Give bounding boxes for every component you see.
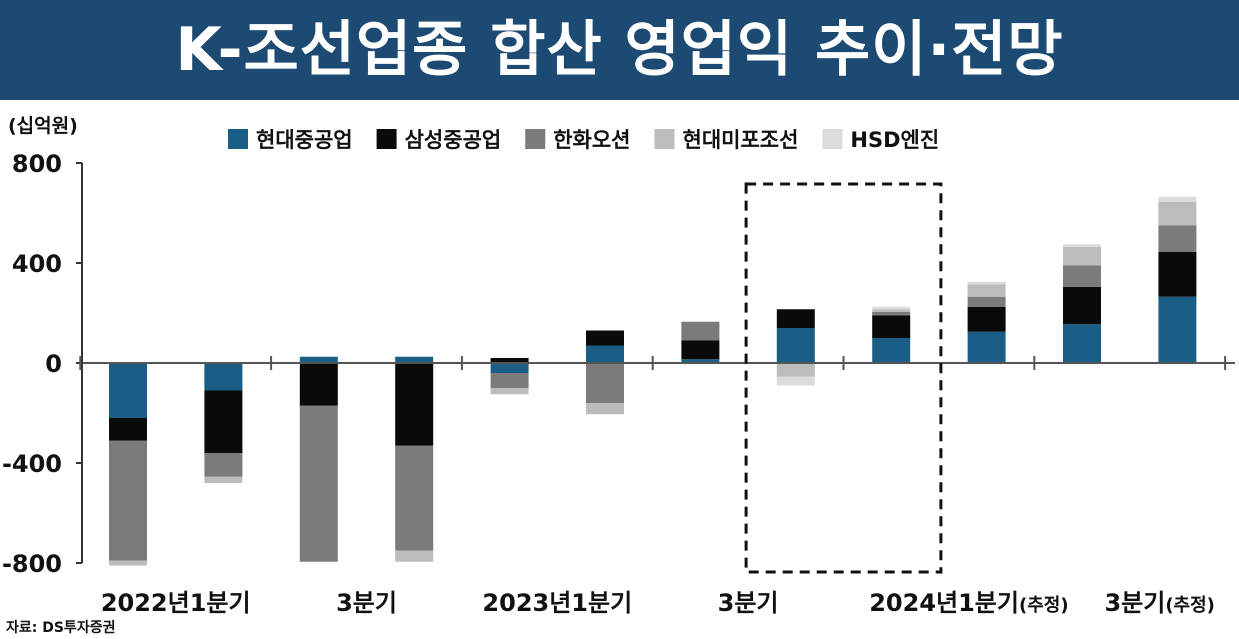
- bar-segment: [299, 363, 338, 406]
- bar-segment: [776, 376, 815, 386]
- bar-segment: [109, 418, 147, 441]
- x-tick-label: 2024년1분기(추정): [869, 589, 1068, 617]
- bar-segment: [872, 311, 911, 316]
- bar-segment: [872, 315, 911, 338]
- legend-label: 현대중공업: [256, 128, 353, 152]
- bar-segment: [1158, 251, 1197, 297]
- bar-segment: [204, 363, 243, 391]
- bar-segment: [586, 363, 624, 403]
- bar-segment: [681, 321, 720, 341]
- bar-segment: [776, 309, 815, 328]
- y-tick-label: 800: [12, 150, 62, 178]
- bar-segment: [1063, 324, 1101, 363]
- legend-swatch: [525, 129, 546, 149]
- bar-segment: [109, 560, 147, 566]
- bar-segment: [872, 309, 911, 312]
- bar-segment: [681, 359, 720, 363]
- y-tick-label: -400: [2, 450, 62, 478]
- legend-label: 한화오션: [553, 128, 630, 152]
- bar-segment: [299, 356, 338, 363]
- highlight-box: [744, 182, 943, 574]
- bar-segment: [967, 281, 1006, 285]
- bar-segment: [967, 331, 1006, 363]
- y-tick-label: 0: [45, 350, 62, 378]
- bar-segment: [109, 440, 147, 561]
- bar-segment: [967, 306, 1006, 332]
- chart: 800 400 0 -400 -800 (십억원) 현대중공업 삼성중공업 한화오션 현대미포…: [2, 115, 1235, 636]
- bar-segment: [1063, 244, 1101, 247]
- x-tick-label: 2023년1분기: [482, 589, 632, 617]
- legend-swatch: [228, 129, 248, 149]
- bar-segment: [1063, 265, 1101, 287]
- title-banner: [0, 0, 1239, 100]
- bar-segment: [490, 388, 529, 395]
- x-axis-labels: 2022년1분기 3분기 2023년1분기 3분기 2024년1분기(추정) 3분기(추정…: [101, 589, 1215, 617]
- bar-segment: [1158, 225, 1197, 252]
- legend-swatch: [822, 129, 843, 149]
- legend-label: 현대미포조선: [683, 128, 799, 152]
- page-title: K-조선업종 합산 영업익 추이·전망: [175, 15, 1064, 85]
- bar-segment: [586, 403, 624, 415]
- bar-segment: [1158, 201, 1197, 226]
- legend-label: 삼성중공업: [405, 128, 502, 152]
- bar-segment: [776, 328, 815, 363]
- axis-layer: 800 400 0 -400 -800: [2, 150, 1235, 578]
- bar-segment: [1158, 296, 1197, 363]
- legend-swatch: [654, 129, 675, 149]
- bar-segment: [204, 476, 243, 483]
- bar-segment: [1063, 286, 1101, 325]
- bar-segment: [872, 338, 911, 363]
- y-tick-label: 400: [12, 250, 62, 278]
- bar-segment: [967, 296, 1006, 307]
- bar-segment: [490, 358, 529, 363]
- bar-segment: [776, 363, 815, 377]
- x-tick-label: 3분기: [336, 589, 397, 617]
- y-tick-label: -800: [2, 550, 62, 578]
- source-note: 자료: DS투자증권: [6, 620, 115, 636]
- unit-label: (십억원): [8, 115, 78, 137]
- x-tick-label: 2022년1분기: [101, 589, 251, 617]
- bar-segment: [490, 363, 529, 373]
- legend-swatch: [376, 129, 397, 149]
- bar-segment: [109, 363, 147, 418]
- bar-segment: [1158, 196, 1197, 202]
- bar-segment: [395, 445, 434, 551]
- legend-label: HSD엔진: [850, 128, 939, 152]
- bar-segment: [586, 330, 624, 346]
- bar-segment: [490, 373, 529, 388]
- bar-segment: [872, 306, 911, 310]
- bar-segment: [681, 340, 720, 360]
- legend: 현대중공업 삼성중공업 한화오션 현대미포조선 HSD엔진: [228, 128, 939, 152]
- bar-segment: [1063, 246, 1101, 266]
- x-tick-label: 3분기(추정): [1104, 589, 1214, 617]
- bar-segment: [395, 363, 434, 446]
- bar-segment: [395, 550, 434, 562]
- bar-segment: [586, 345, 624, 363]
- x-tick-label: 3분기: [718, 589, 779, 617]
- bar-segment: [967, 284, 1006, 297]
- bar-segment: [395, 356, 434, 363]
- bar-segment: [299, 405, 338, 562]
- bar-segment: [204, 390, 243, 453]
- bars-layer: [109, 196, 1197, 566]
- bar-segment: [204, 453, 243, 477]
